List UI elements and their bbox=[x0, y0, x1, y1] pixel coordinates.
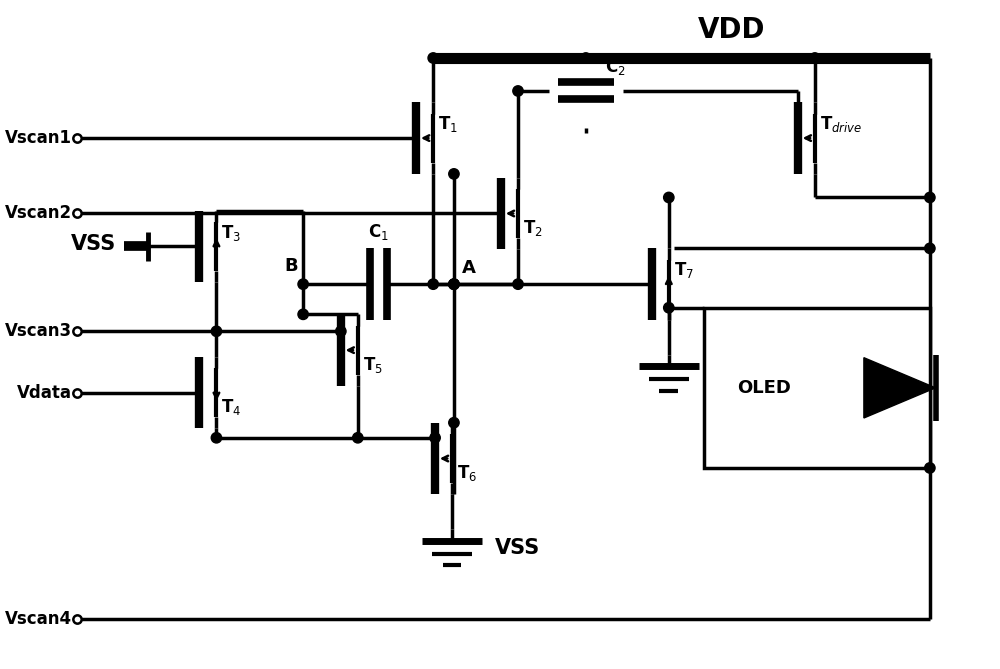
Text: A: A bbox=[461, 259, 475, 276]
Circle shape bbox=[211, 433, 222, 443]
Text: Vscan3: Vscan3 bbox=[5, 322, 72, 341]
Text: T$_2$: T$_2$ bbox=[523, 218, 542, 238]
Circle shape bbox=[925, 463, 935, 473]
Text: C$_1$: C$_1$ bbox=[368, 221, 389, 242]
Circle shape bbox=[353, 433, 363, 443]
Circle shape bbox=[925, 192, 935, 203]
Circle shape bbox=[449, 279, 459, 290]
Circle shape bbox=[430, 433, 440, 443]
Text: T$_6$: T$_6$ bbox=[457, 463, 477, 483]
Text: Vdata: Vdata bbox=[17, 383, 72, 401]
Circle shape bbox=[428, 53, 438, 63]
Text: B: B bbox=[285, 257, 298, 275]
Circle shape bbox=[810, 53, 820, 63]
Polygon shape bbox=[864, 358, 936, 418]
Text: T$_3$: T$_3$ bbox=[221, 223, 241, 243]
Text: Vscan1: Vscan1 bbox=[5, 129, 72, 147]
Text: T$_{drive}$: T$_{drive}$ bbox=[820, 114, 862, 134]
Text: OLED: OLED bbox=[737, 379, 791, 397]
Text: T$_1$: T$_1$ bbox=[438, 114, 458, 134]
Circle shape bbox=[449, 279, 459, 290]
Text: T$_7$: T$_7$ bbox=[674, 260, 694, 280]
Circle shape bbox=[513, 86, 523, 96]
Text: VSS: VSS bbox=[71, 233, 117, 254]
Text: Vscan4: Vscan4 bbox=[5, 609, 72, 628]
Circle shape bbox=[449, 169, 459, 179]
Text: C$_2$: C$_2$ bbox=[605, 57, 625, 77]
Circle shape bbox=[925, 243, 935, 254]
Circle shape bbox=[664, 302, 674, 313]
Text: T$_4$: T$_4$ bbox=[221, 397, 241, 417]
Circle shape bbox=[449, 279, 459, 290]
Bar bbox=[704, 308, 930, 468]
Circle shape bbox=[211, 326, 222, 337]
Circle shape bbox=[664, 192, 674, 203]
Circle shape bbox=[513, 279, 523, 290]
Text: Vscan2: Vscan2 bbox=[5, 205, 72, 223]
Circle shape bbox=[428, 279, 438, 290]
Circle shape bbox=[336, 326, 346, 337]
Text: VSS: VSS bbox=[494, 538, 540, 558]
Circle shape bbox=[581, 53, 591, 63]
Text: T$_5$: T$_5$ bbox=[363, 355, 382, 375]
Circle shape bbox=[298, 279, 308, 290]
Circle shape bbox=[449, 417, 459, 428]
Text: VDD: VDD bbox=[698, 16, 766, 44]
Circle shape bbox=[298, 309, 308, 320]
